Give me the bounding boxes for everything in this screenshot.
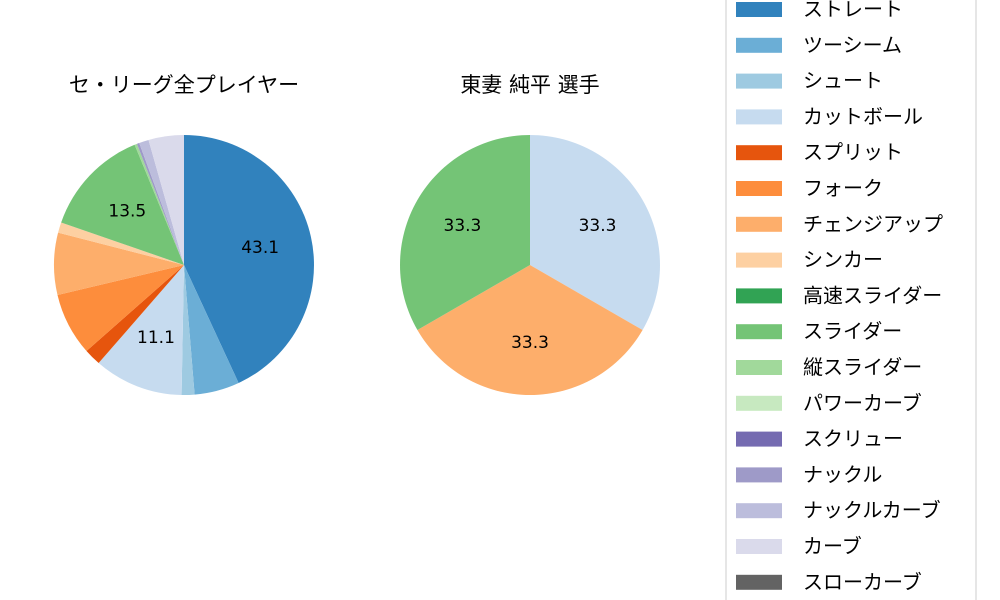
legend-swatch [736,539,782,554]
legend-swatch [736,37,782,53]
legend-label: スプリット [803,140,903,164]
pie-slice [530,135,660,330]
slice-value-label: 33.3 [444,216,482,236]
slice-value-label: 33.3 [511,333,549,353]
pie-slice [58,222,184,265]
legend-swatch [736,574,782,590]
slice-value-label: 43.1 [241,238,279,258]
legend-frame [725,0,977,600]
legend-swatch [736,145,782,161]
legend-label: カーブ [803,534,862,558]
legend-swatch [736,2,782,17]
legend-label: シュート [803,69,883,93]
legend-label: ナックル [803,462,882,486]
pie-slice [148,135,184,265]
pie-slice [57,265,184,351]
pie-title-player: 東妻 純平 選手 [460,73,599,97]
legend-swatch [736,395,782,411]
pie-slice [184,135,314,383]
legend-swatch [736,73,782,89]
pie-title-league: セ・リーグ全プレイヤー [69,73,299,97]
pie-slice [184,265,239,395]
legend-swatch [736,252,782,268]
legend-swatch [736,324,782,340]
legend-label: スクリュー [803,427,903,451]
slice-value-label: 11.1 [137,328,175,348]
legend-swatch [736,181,782,196]
legend-label: 縦スライダー [803,355,922,379]
pie-slice [134,143,184,265]
legend-label: ツーシーム [803,33,902,57]
pie-slice [98,265,184,395]
pie-slice [181,265,195,396]
slice-value-label: 33.3 [579,216,617,236]
legend-swatch [736,431,782,447]
pie-slice [86,265,184,364]
pie-slice [139,139,184,265]
pie-chart-player: 東妻 純平 選手 33.3 33.3 33.3 [400,73,660,395]
legend: ストレートツーシームシュートカットボールスプリットフォークチェンジアップシンカー… [725,0,977,600]
legend-swatch [736,109,782,125]
legend-label: シンカー [803,248,883,272]
legend-label: フォーク [803,176,883,200]
legend-label: スローカーブ [803,570,922,594]
legend-swatch [736,360,782,375]
legend-label: ナックルカーブ [803,498,941,522]
legend-label: カットボール [803,104,923,128]
pie-chart-league: セ・リーグ全プレイヤー 43.1 11.1 13.5 [53,73,314,396]
pie-slice [61,144,184,265]
legend-label: パワーカーブ [803,391,922,415]
legend-label: 高速スライダー [803,283,942,307]
legend-label: チェンジアップ [803,212,943,236]
legend-swatch [736,216,782,232]
pie-slice [417,265,643,395]
legend-swatch [736,288,782,304]
legend-swatch [736,467,782,483]
legend-label: ストレート [803,0,903,21]
legend-swatch [736,503,782,519]
pie-slice [53,232,185,295]
pie-slice [400,135,530,330]
slice-value-label: 13.5 [108,201,146,221]
pie-slice [136,142,184,265]
legend-label: スライダー [803,319,902,343]
